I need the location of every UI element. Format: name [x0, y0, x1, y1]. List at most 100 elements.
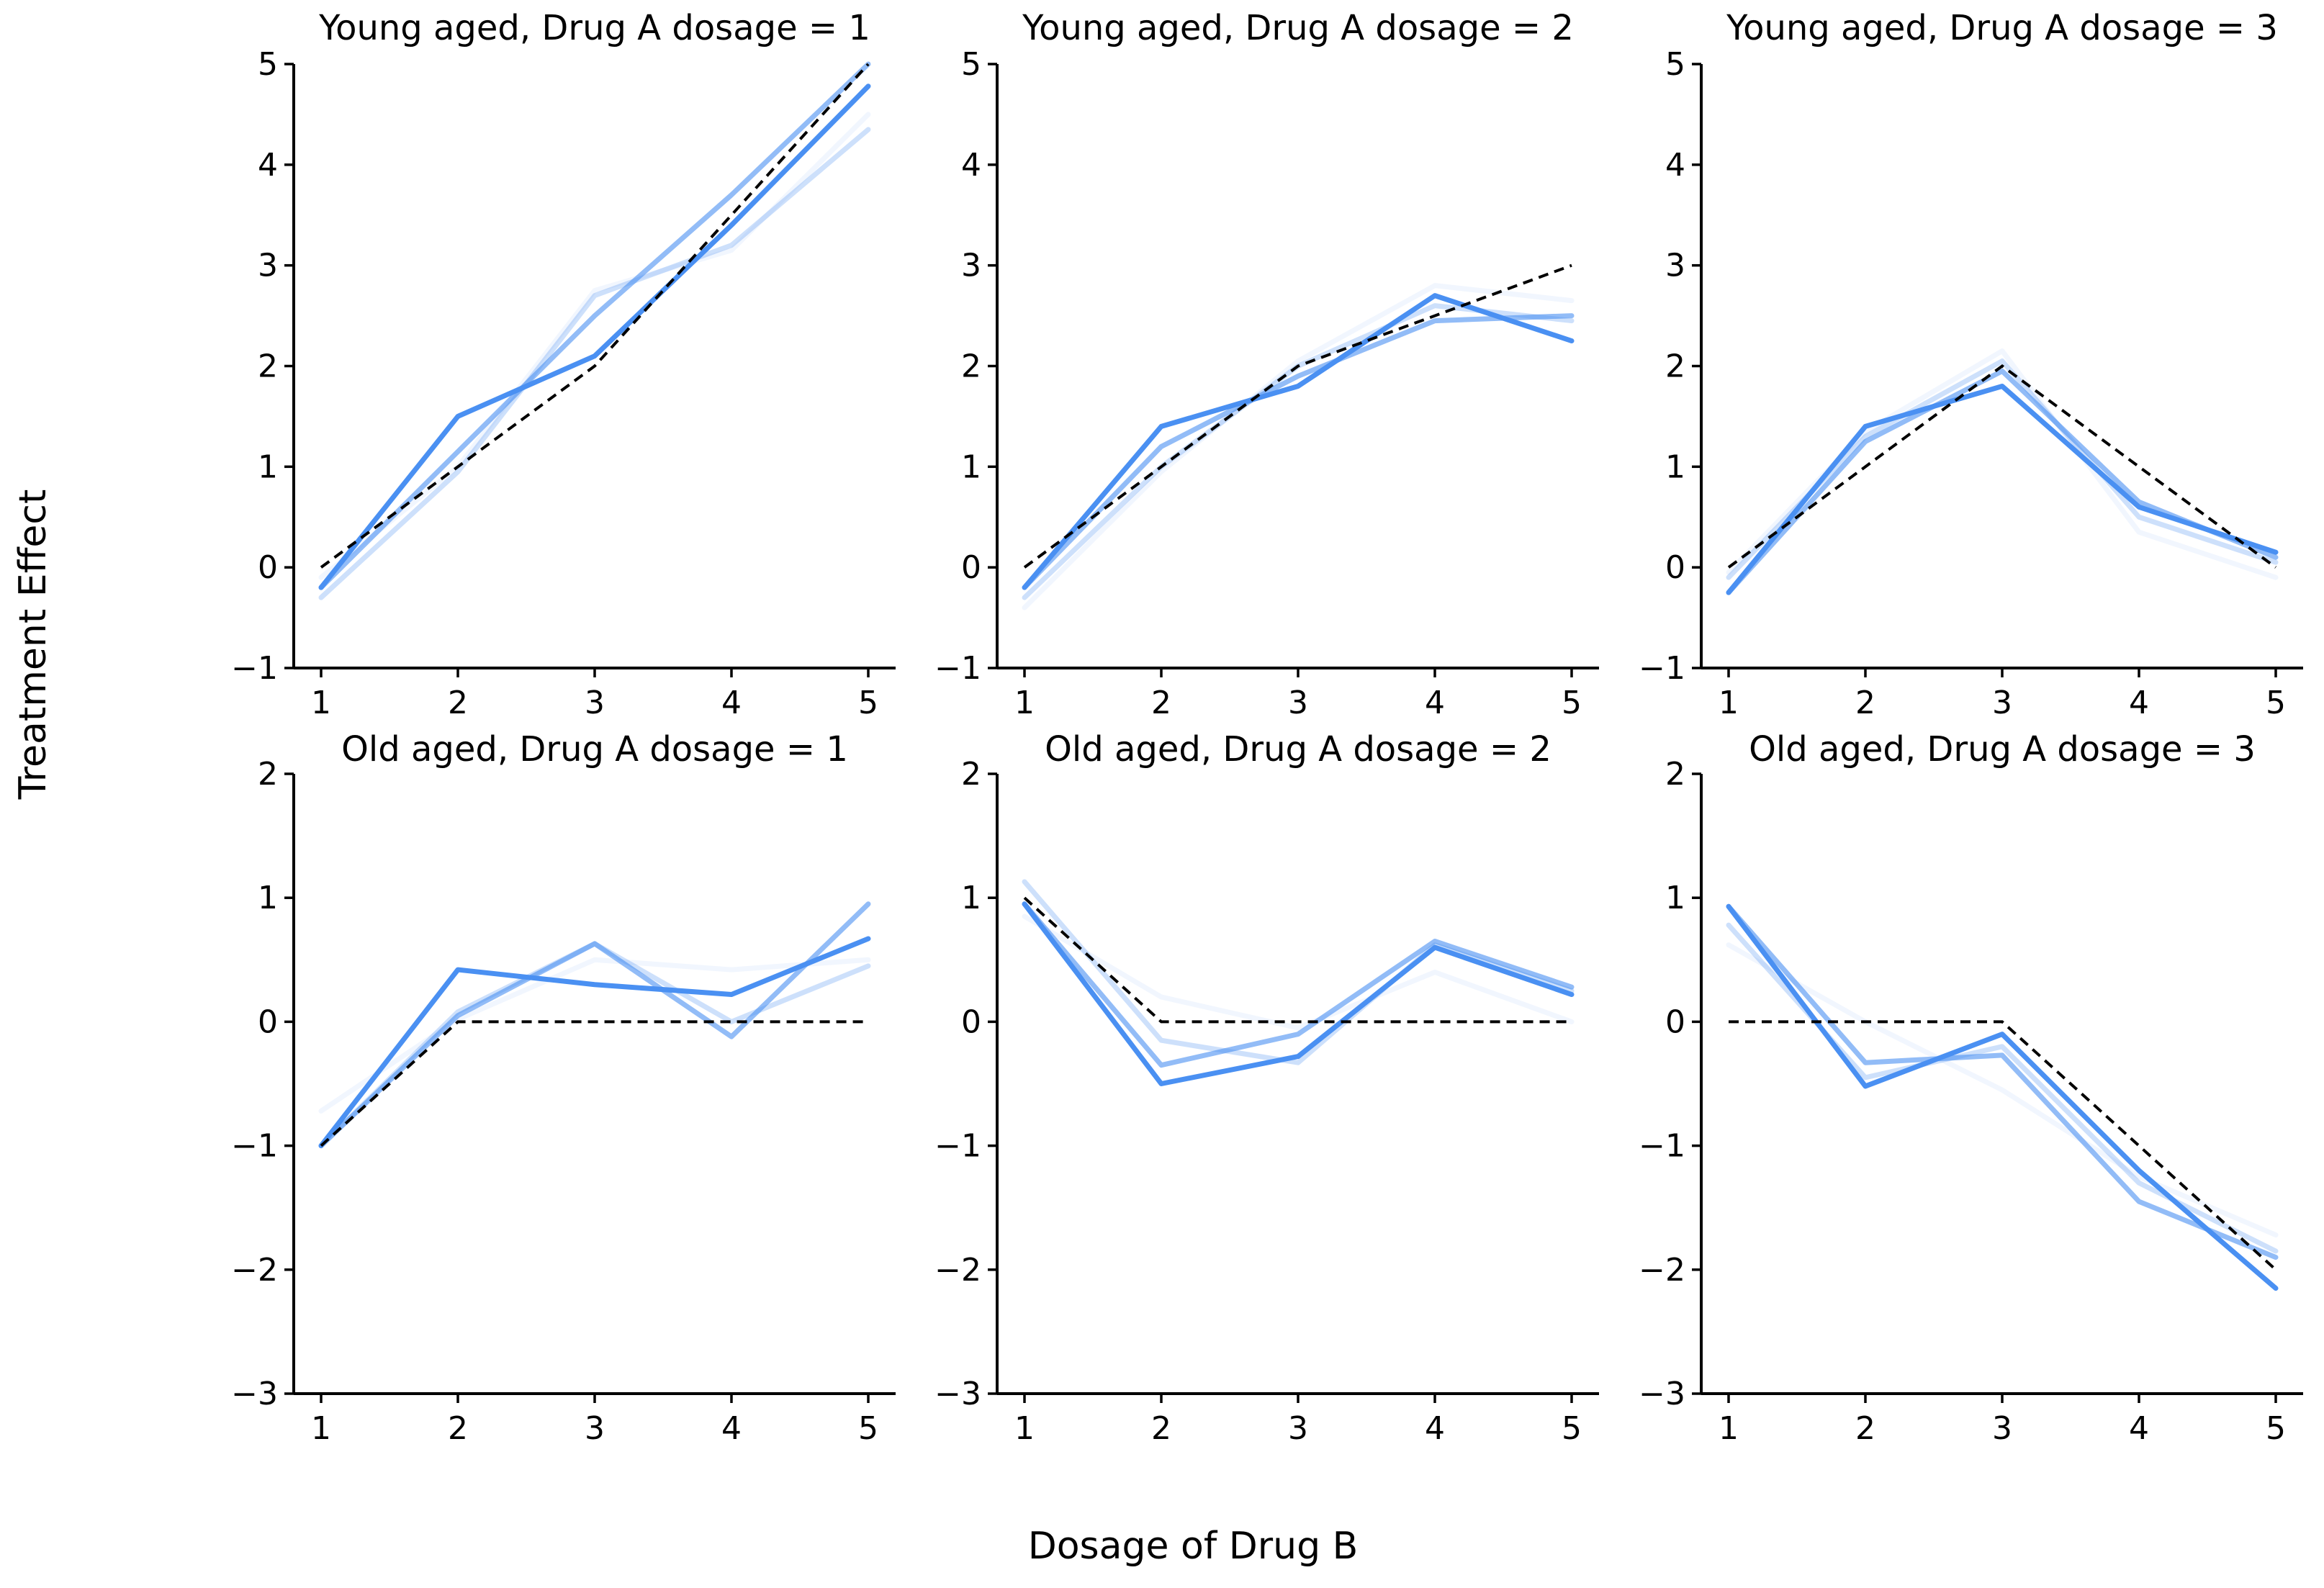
y-tick-label: 2: [961, 348, 981, 385]
series-draw-medium: [318, 901, 871, 1149]
y-tick-label: 0: [961, 1003, 981, 1040]
y-tick-label: −3: [231, 1376, 278, 1412]
series-draw-dark: [1022, 293, 1575, 590]
series-draw-medium: [1726, 368, 2279, 595]
y-axis-label: Treatment Effect: [12, 489, 55, 800]
y-tick-label: −1: [1639, 1128, 1685, 1165]
panel-title: Old aged, Drug A dosage = 2: [1045, 729, 1551, 770]
x-tick-label: 1: [1719, 1410, 1739, 1447]
y-tick-label: −3: [934, 1376, 981, 1412]
series-draw-light: [318, 127, 871, 600]
y-tick-label: 3: [1665, 248, 1685, 284]
x-tick-label: 2: [448, 685, 468, 721]
x-tick-label: 4: [1425, 685, 1445, 721]
x-tick-label: 3: [1288, 685, 1308, 721]
series-draw-lightest: [1022, 283, 1575, 610]
y-tick-label: 0: [1665, 549, 1685, 586]
x-tick-label: 5: [2266, 1410, 2286, 1447]
y-tick-label: 1: [961, 448, 981, 485]
x-tick-label: 4: [1425, 1410, 1445, 1447]
y-tick-label: 0: [961, 549, 981, 586]
y-tick-label: 0: [1665, 1003, 1685, 1040]
series-draw-dark: [1726, 383, 2279, 595]
series-draw-dark: [318, 936, 871, 1149]
series-draw-medium: [1022, 901, 1575, 1068]
y-tick-label: 1: [961, 880, 981, 916]
x-tick-label: 4: [2129, 685, 2149, 721]
x-tick-label: 2: [1855, 1410, 1875, 1447]
x-tick-label: 1: [311, 1410, 331, 1447]
y-tick-label: 1: [1665, 880, 1685, 916]
series-true-effect: [1023, 896, 1572, 1024]
panel-title: Young aged, Drug A dosage = 2: [1022, 8, 1574, 48]
y-tick-label: 3: [258, 248, 278, 284]
y-tick-label: −2: [1639, 1252, 1685, 1289]
x-tick-label: 1: [1014, 1410, 1035, 1447]
series-draw-dark: [1726, 903, 2279, 1291]
series-draw-medium: [1022, 313, 1575, 590]
y-tick-label: 5: [961, 46, 981, 83]
series-true-effect: [1727, 364, 2277, 569]
series-draw-dark: [1022, 901, 1575, 1086]
panel-1: Young aged, Drug A dosage = 1 −1 0 1 2 3 4 5 1 2 3…: [231, 8, 896, 721]
x-tick-label: 3: [1288, 1410, 1308, 1447]
panel-3: Young aged, Drug A dosage = 3 −1 0 1 2 3 4 5 1 2 3…: [1639, 8, 2303, 721]
y-tick-label: 4: [258, 147, 278, 184]
y-tick-label: 5: [258, 46, 278, 83]
y-tick-label: 4: [961, 147, 981, 184]
panel-4: Old aged, Drug A dosage = 1 −3 −2 −1 0 1 2 1 2 3 4…: [231, 729, 896, 1447]
y-tick-label: 0: [258, 549, 278, 586]
series-draw-lightest: [318, 112, 871, 580]
y-tick-label: 1: [258, 880, 278, 916]
series-draw-light: [1726, 358, 2279, 580]
series-draw-light: [1022, 879, 1575, 1065]
x-tick-label: 2: [448, 1410, 468, 1447]
series-draw-medium: [318, 61, 871, 590]
y-tick-label: 2: [1665, 756, 1685, 793]
y-tick-label: 3: [961, 248, 981, 284]
x-axis-label: Dosage of Drug B: [1027, 1525, 1359, 1568]
y-tick-label: −3: [1639, 1376, 1685, 1412]
x-tick-label: 3: [585, 1410, 605, 1447]
x-tick-label: 1: [311, 685, 331, 721]
y-tick-label: 1: [258, 448, 278, 485]
series-true-effect: [1729, 1020, 2277, 1271]
panel-title: Old aged, Drug A dosage = 3: [1749, 729, 2256, 770]
y-tick-label: 2: [961, 756, 981, 793]
series-draw-lightest: [318, 957, 871, 1114]
panel-2: Young aged, Drug A dosage = 2 −1 0 1 2 3 4 5 1 2 3…: [934, 8, 1599, 721]
x-tick-label: 5: [2266, 685, 2286, 721]
y-tick-label: 5: [1665, 46, 1685, 83]
panel-6: Old aged, Drug A dosage = 3 −3 −2 −1 0 1 2 1 2 3 4…: [1639, 729, 2303, 1447]
y-tick-label: −1: [231, 1128, 278, 1165]
x-tick-label: 3: [1992, 685, 2012, 721]
panel-5: Old aged, Drug A dosage = 2 −3 −2 −1 0 1 2 1 2 3 4…: [934, 729, 1599, 1447]
series-draw-medium: [1726, 903, 2279, 1260]
x-tick-label: 1: [1719, 685, 1739, 721]
y-tick-label: −1: [1639, 650, 1685, 687]
y-tick-label: −2: [934, 1252, 981, 1289]
y-tick-label: 0: [258, 1003, 278, 1040]
y-tick-label: −1: [934, 650, 981, 687]
panel-title: Young aged, Drug A dosage = 3: [1726, 8, 2278, 48]
panel-title: Young aged, Drug A dosage = 1: [318, 8, 870, 48]
x-tick-label: 2: [1151, 1410, 1171, 1447]
y-tick-label: −2: [231, 1252, 278, 1289]
series-draw-light: [1022, 303, 1575, 600]
x-tick-label: 5: [858, 1410, 878, 1447]
y-tick-label: 1: [1665, 448, 1685, 485]
x-tick-label: 4: [721, 1410, 742, 1447]
x-tick-label: 5: [858, 685, 878, 721]
y-tick-label: 2: [258, 756, 278, 793]
x-tick-label: 3: [585, 685, 605, 721]
y-tick-label: 2: [1665, 348, 1685, 385]
series-true-effect: [1023, 263, 1572, 569]
x-tick-label: 2: [1151, 685, 1171, 721]
x-tick-label: 1: [1014, 685, 1035, 721]
y-tick-label: −1: [934, 1128, 981, 1165]
y-tick-label: −1: [231, 650, 278, 687]
series-draw-dark: [318, 84, 871, 590]
series-true-effect: [320, 1020, 868, 1147]
